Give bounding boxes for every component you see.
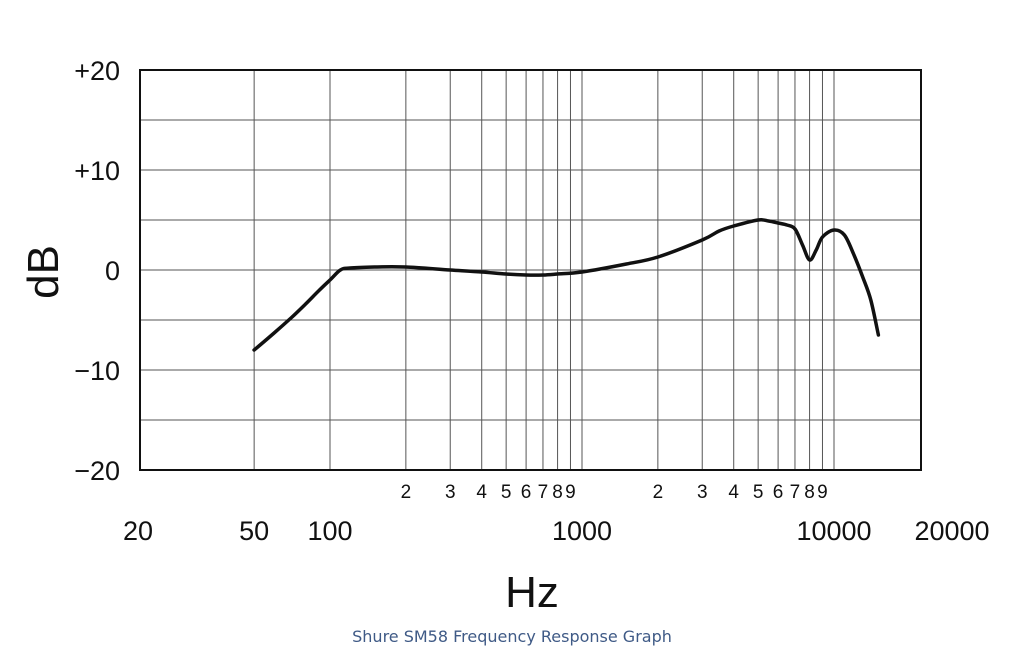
x-minor-tick-label: 4 bbox=[728, 482, 739, 503]
x-minor-tick-label: 2 bbox=[653, 482, 664, 503]
y-tick-label: +10 bbox=[74, 156, 120, 186]
x-major-tick-label: 20000 bbox=[914, 516, 989, 546]
x-major-tick-label: 20 bbox=[123, 516, 153, 546]
y-axis-title: dB bbox=[19, 245, 68, 299]
x-minor-tick-label: 3 bbox=[697, 482, 708, 503]
x-minor-tick-label: 6 bbox=[773, 482, 784, 503]
x-minor-tick-label: 8 bbox=[804, 482, 815, 503]
x-minor-tick-label: 9 bbox=[817, 482, 828, 503]
y-tick-label: +20 bbox=[74, 56, 120, 86]
x-minor-tick-label: 8 bbox=[552, 482, 563, 503]
figure-caption: Shure SM58 Frequency Response Graph bbox=[352, 627, 672, 646]
x-major-tick-label: 1000 bbox=[552, 516, 612, 546]
x-minor-tick-label: 7 bbox=[538, 482, 549, 503]
y-tick-label: −10 bbox=[74, 356, 120, 386]
x-major-tick-label: 10000 bbox=[796, 516, 871, 546]
x-major-tick-label: 50 bbox=[239, 516, 269, 546]
x-minor-tick-label: 9 bbox=[565, 482, 576, 503]
frequency-response-line bbox=[252, 217, 881, 352]
x-axis-title: Hz bbox=[505, 568, 559, 617]
plot-border bbox=[139, 69, 922, 471]
x-minor-tick-label: 5 bbox=[753, 482, 764, 503]
response-curve bbox=[252, 217, 881, 352]
grid-lines bbox=[140, 70, 921, 470]
x-minor-tick-label: 5 bbox=[501, 482, 512, 503]
frequency-response-chart: +20 +10 0 −10 −20 20 50 100 1000 10000 20000 2 3 4 5 6… bbox=[19, 56, 990, 617]
y-tick-label: −20 bbox=[74, 456, 120, 486]
x-minor-tick-label: 7 bbox=[790, 482, 801, 503]
y-tick-label: 0 bbox=[105, 256, 120, 286]
x-minor-tick-label: 6 bbox=[521, 482, 532, 503]
x-major-tick-label: 100 bbox=[307, 516, 352, 546]
x-minor-tick-label: 2 bbox=[401, 482, 412, 503]
x-minor-tick-label: 3 bbox=[445, 482, 456, 503]
plot-frame bbox=[139, 69, 922, 471]
y-tick-labels: +20 +10 0 −10 −20 bbox=[74, 56, 120, 486]
x-minor-tick-label: 4 bbox=[476, 482, 487, 503]
